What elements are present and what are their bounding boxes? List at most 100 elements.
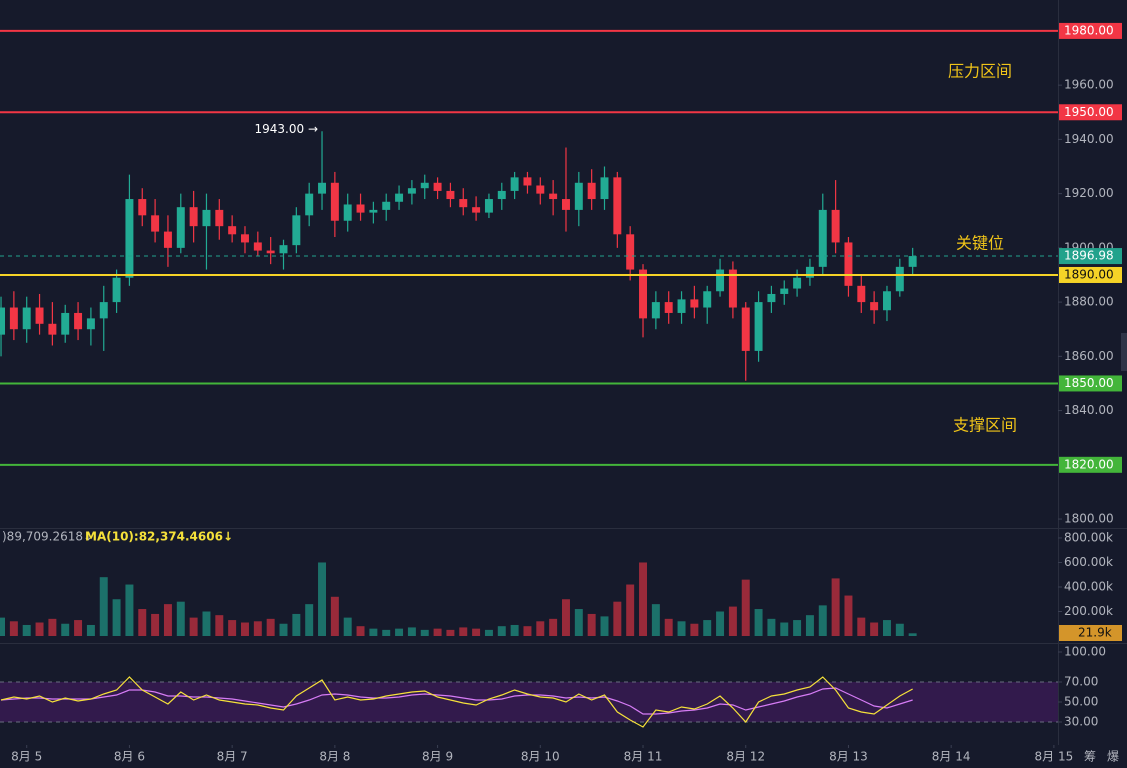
- candle-body: [459, 199, 468, 208]
- high-annotation: 1943.00 →: [255, 122, 319, 136]
- y-tick-label: 1800.00: [1064, 512, 1114, 526]
- volume-bar: [510, 624, 519, 636]
- volume-bar: [844, 595, 853, 636]
- volume-bar: [125, 584, 134, 636]
- candle-body: [587, 182, 596, 200]
- volume-tick-label: 800.00k: [1064, 530, 1113, 544]
- volume-bar: [74, 620, 83, 636]
- volume-bar: [343, 617, 352, 636]
- level-label-box: [1059, 104, 1122, 121]
- candle-body: [343, 204, 352, 221]
- last-price-label: 1896.98: [1064, 249, 1114, 263]
- volume-bar: [459, 627, 468, 636]
- level-label: 1950.00: [1064, 105, 1114, 119]
- volume-bar: [895, 623, 904, 636]
- rsi-tick-label: 50.00: [1064, 695, 1098, 709]
- rsi-tick-label: 70.00: [1064, 675, 1098, 689]
- candle-body: [741, 307, 750, 351]
- volume-tick-label: 200.00k: [1064, 604, 1113, 618]
- candle-body: [266, 250, 275, 254]
- rsi-band: [0, 682, 1058, 722]
- volume-bar: [484, 629, 493, 636]
- volume-bar: [549, 618, 558, 636]
- level-label: 1890.00: [1064, 267, 1114, 281]
- candle-body: [484, 199, 493, 213]
- candle-body: [279, 245, 288, 254]
- volume-bar: [472, 628, 481, 636]
- candle-body: [523, 177, 532, 186]
- candle-body: [369, 209, 378, 213]
- volume-bar: [639, 562, 647, 636]
- volume-bar: [613, 601, 622, 636]
- volume-bar: [561, 599, 570, 636]
- candle-body: [228, 226, 237, 235]
- y-tick-label: 1860.00: [1064, 349, 1114, 363]
- volume-bar: [600, 616, 609, 636]
- volume-ma-header: MA(10):82,374.4606↓: [85, 530, 233, 544]
- volume-bar: [99, 577, 108, 636]
- y-tick-label: 1880.00: [1064, 295, 1114, 309]
- candle-body: [664, 302, 673, 313]
- x-tick-label: 8月 11: [624, 750, 663, 764]
- rsi-tick-label: 30.00: [1064, 715, 1098, 729]
- x-tick-label: 8月 6: [114, 750, 145, 764]
- candle-body: [908, 256, 917, 267]
- volume-last-label: 21.9k: [1078, 626, 1112, 640]
- toolbar-button[interactable]: 爆: [1107, 750, 1119, 764]
- candle-body: [433, 182, 442, 191]
- volume-bar: [420, 629, 429, 636]
- volume-bar: [215, 615, 224, 636]
- candle-body: [215, 209, 224, 227]
- volume-bar: [279, 623, 288, 636]
- side-tab[interactable]: [1121, 333, 1127, 371]
- volume-bar: [407, 627, 416, 636]
- x-tick-label: 8月 7: [217, 750, 248, 764]
- candle-body: [793, 277, 802, 289]
- volume-bar: [382, 629, 391, 636]
- volume-bar: [728, 606, 737, 636]
- level-label-box: [1059, 266, 1122, 283]
- candle-body: [780, 288, 789, 294]
- candle-body: [125, 199, 134, 278]
- volume-bar: [163, 604, 172, 636]
- volume-bar: [536, 621, 545, 636]
- volume-bar: [690, 623, 699, 636]
- volume-bar: [870, 622, 879, 636]
- volume-bar: [228, 620, 237, 636]
- volume-bar: [241, 622, 249, 636]
- y-tick-label: 1940.00: [1064, 132, 1114, 146]
- volume-bar: [0, 617, 6, 636]
- candle-body: [677, 299, 686, 313]
- volume-bar: [189, 617, 198, 636]
- candle-body: [253, 242, 262, 251]
- volume-bar: [253, 621, 262, 636]
- toolbar-button[interactable]: 筹: [1084, 750, 1096, 764]
- volume-bar: [574, 609, 583, 636]
- candle-body: [574, 182, 583, 210]
- candle-body: [446, 190, 455, 200]
- volume-bar: [395, 628, 404, 636]
- x-tick-label: 8月 15: [1035, 750, 1074, 764]
- volume-bar: [497, 626, 506, 636]
- candle-body: [805, 266, 814, 278]
- candle-body: [690, 299, 699, 308]
- volume-bar: [818, 605, 827, 636]
- x-tick-label: 8月 5: [11, 750, 42, 764]
- candle-body: [99, 302, 108, 319]
- volume-tick-label: 600.00k: [1064, 555, 1113, 569]
- last-price-box: [1059, 248, 1122, 265]
- candle-body: [382, 201, 391, 210]
- volume-bar: [151, 613, 160, 636]
- candle-body: [613, 177, 622, 235]
- volume-bar: [22, 624, 31, 636]
- candle-body: [728, 269, 737, 308]
- volume-bar: [330, 596, 339, 636]
- volume-bar: [805, 615, 814, 636]
- candle-body: [86, 318, 95, 330]
- volume-bar: [318, 562, 327, 636]
- zone-label: 支撑区间: [953, 416, 1017, 435]
- level-label: 1850.00: [1064, 376, 1114, 390]
- rsi-line: [0, 676, 913, 728]
- candle-body: [48, 323, 57, 335]
